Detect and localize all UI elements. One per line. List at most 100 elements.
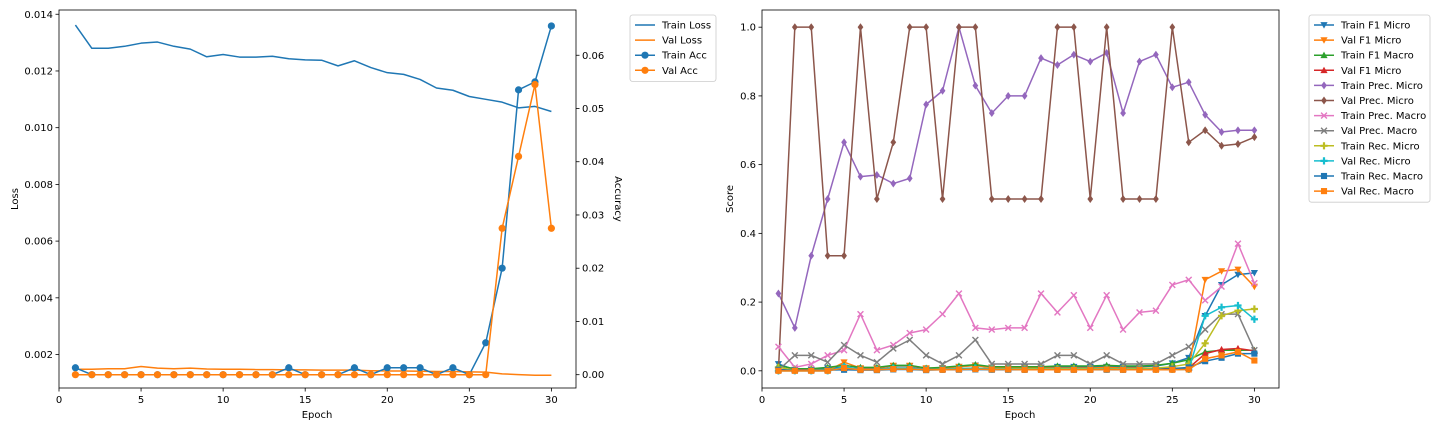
- data-point: [956, 23, 962, 32]
- series-val-rec-macro: [775, 348, 1258, 374]
- series-val-prec-micro: [775, 23, 1258, 375]
- legend-marker: [1320, 22, 1328, 29]
- data-point: [808, 367, 815, 374]
- data-point: [874, 170, 880, 179]
- data-point: [416, 364, 424, 372]
- legend-entry: Train F1 Micro: [1314, 21, 1410, 32]
- data-point: [791, 367, 798, 374]
- x-tick-label: 30: [545, 395, 558, 406]
- data-point: [531, 80, 539, 89]
- data-point: [1169, 83, 1176, 92]
- series-train-f1-micro: [774, 270, 1258, 374]
- legend-entry: Val Acc: [635, 66, 698, 77]
- series-line: [778, 272, 1255, 371]
- x-tick-label: 10: [217, 395, 230, 406]
- data-point: [334, 371, 342, 379]
- data-point: [824, 358, 832, 366]
- data-point: [791, 23, 798, 32]
- data-point: [1087, 195, 1094, 203]
- series-line: [777, 26, 1255, 371]
- data-point: [824, 251, 831, 260]
- legend-marker: [1320, 188, 1328, 195]
- data-point: [1201, 350, 1209, 357]
- legend-entry: Train Rec. Macro: [1314, 172, 1423, 183]
- legend-marker: [1320, 37, 1328, 44]
- data-point: [547, 224, 555, 232]
- data-point: [1086, 324, 1094, 332]
- data-point: [791, 351, 799, 359]
- series-val-loss: [75, 365, 552, 376]
- series-train-prec-micro: [775, 23, 1258, 332]
- data-point: [1168, 281, 1176, 289]
- data-point: [971, 361, 979, 368]
- data-point: [1169, 23, 1176, 32]
- data-point: [1152, 307, 1160, 315]
- legend-label: Val F1 Micro: [1341, 66, 1401, 77]
- data-point: [121, 371, 129, 379]
- series-train-loss: [74, 24, 552, 113]
- data-point: [840, 341, 848, 349]
- series-line: [75, 365, 552, 376]
- data-point: [1201, 312, 1209, 320]
- data-point: [824, 195, 831, 203]
- y2-tick-label: 0.06: [582, 51, 604, 62]
- series-val-acc: [71, 80, 555, 379]
- data-point: [252, 371, 260, 379]
- y2-tick-label: 0.01: [582, 317, 604, 328]
- y-tick-label: 0.2: [740, 298, 756, 309]
- legend-entry: Val F1 Micro: [1314, 66, 1401, 77]
- data-point: [1185, 276, 1193, 284]
- series-line: [777, 26, 1255, 329]
- data-point: [841, 365, 848, 372]
- x-tick-label: 5: [138, 395, 144, 406]
- legend: Train F1 Micro Val F1 Micro Train F1 Macro…: [1308, 14, 1431, 203]
- data-point: [1021, 91, 1028, 100]
- data-point: [1217, 345, 1226, 353]
- data-point: [1251, 357, 1258, 364]
- legend-marker: [641, 66, 649, 74]
- data-point: [955, 290, 963, 297]
- legend-entry: Train Acc: [635, 51, 707, 62]
- data-point: [1234, 271, 1242, 279]
- data-point: [955, 351, 963, 359]
- data-point: [923, 366, 930, 373]
- legend-marker: [1320, 172, 1328, 180]
- y-tick-label: 0.6: [740, 160, 756, 171]
- data-point: [1234, 348, 1242, 355]
- data-point: [1037, 290, 1045, 297]
- legend-marker: [1320, 66, 1328, 74]
- x-tick-label: 5: [841, 395, 847, 406]
- data-point: [1250, 279, 1258, 287]
- data-point: [1103, 48, 1110, 57]
- x-tick-label: 15: [1002, 395, 1015, 406]
- series-line: [75, 83, 553, 376]
- y-axis-ticks: 0.0 0.2 0.4 0.6 0.8 1.0: [740, 23, 762, 377]
- data-point: [1087, 366, 1094, 373]
- data-point: [1250, 270, 1258, 277]
- x-axis-label: Epoch: [1005, 410, 1036, 421]
- data-point: [285, 364, 293, 372]
- data-point: [1005, 91, 1012, 100]
- series-line: [777, 313, 1256, 371]
- data-point: [498, 264, 506, 272]
- data-point: [775, 367, 782, 374]
- data-point: [465, 371, 473, 379]
- series-line: [778, 268, 1255, 372]
- legend-marker: [1320, 112, 1328, 120]
- data-point: [791, 323, 798, 332]
- data-point: [906, 336, 914, 344]
- data-point: [922, 326, 930, 334]
- data-point: [186, 371, 194, 379]
- data-point: [1217, 303, 1226, 311]
- legend-marker: [1321, 81, 1327, 90]
- legend-entry: Train Loss: [635, 21, 711, 32]
- data-point: [971, 336, 979, 344]
- data-point: [1250, 315, 1258, 323]
- data-point: [1185, 366, 1192, 373]
- data-point: [1202, 110, 1209, 119]
- legend-label: Val F1 Micro: [1341, 36, 1401, 47]
- data-point: [1153, 195, 1159, 203]
- data-point: [1234, 307, 1242, 315]
- legend-label: Val Prec. Micro: [1341, 96, 1414, 107]
- data-point: [1103, 366, 1110, 373]
